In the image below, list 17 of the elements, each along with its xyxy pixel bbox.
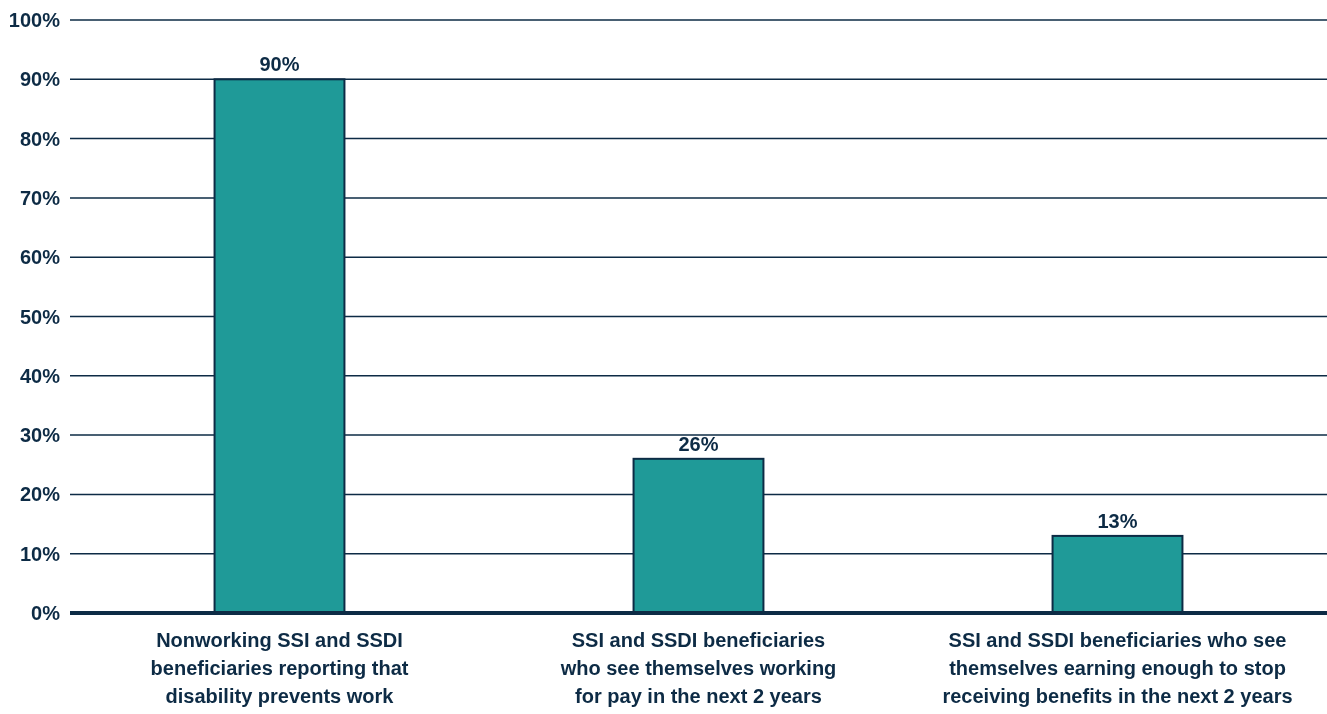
x-tick-label: SSI and SSDI beneficiaries who see themselves earning enough to stop receiving benefits in the next 2 years [942, 629, 1293, 707]
y-tick-label: 90% [19, 68, 61, 91]
y-tick-label: 60% [19, 246, 61, 269]
y-tick-label: 100% [8, 9, 61, 31]
y-tick-label: 40% [19, 364, 61, 387]
data-label: 26% [678, 432, 719, 455]
y-tick-label: 70% [19, 186, 61, 209]
y-tick-label: 20% [19, 483, 61, 506]
data-label: 90% [259, 53, 300, 76]
x-tick-label: SSI and SSDI beneficiaries who see themselves working for pay in the next 2 years [559, 629, 837, 707]
y-tick-label: 50% [19, 305, 61, 328]
y-tick-label: 30% [19, 424, 61, 447]
x-tick-label: Nonworking SSI and SSDI beneficiaries reporting that disability prevents work [150, 629, 409, 707]
data-label: 13% [1097, 509, 1138, 532]
y-tick-label: 80% [19, 127, 61, 150]
y-tick-label: 10% [19, 542, 61, 565]
y-tick-label: 0% [31, 602, 61, 624]
